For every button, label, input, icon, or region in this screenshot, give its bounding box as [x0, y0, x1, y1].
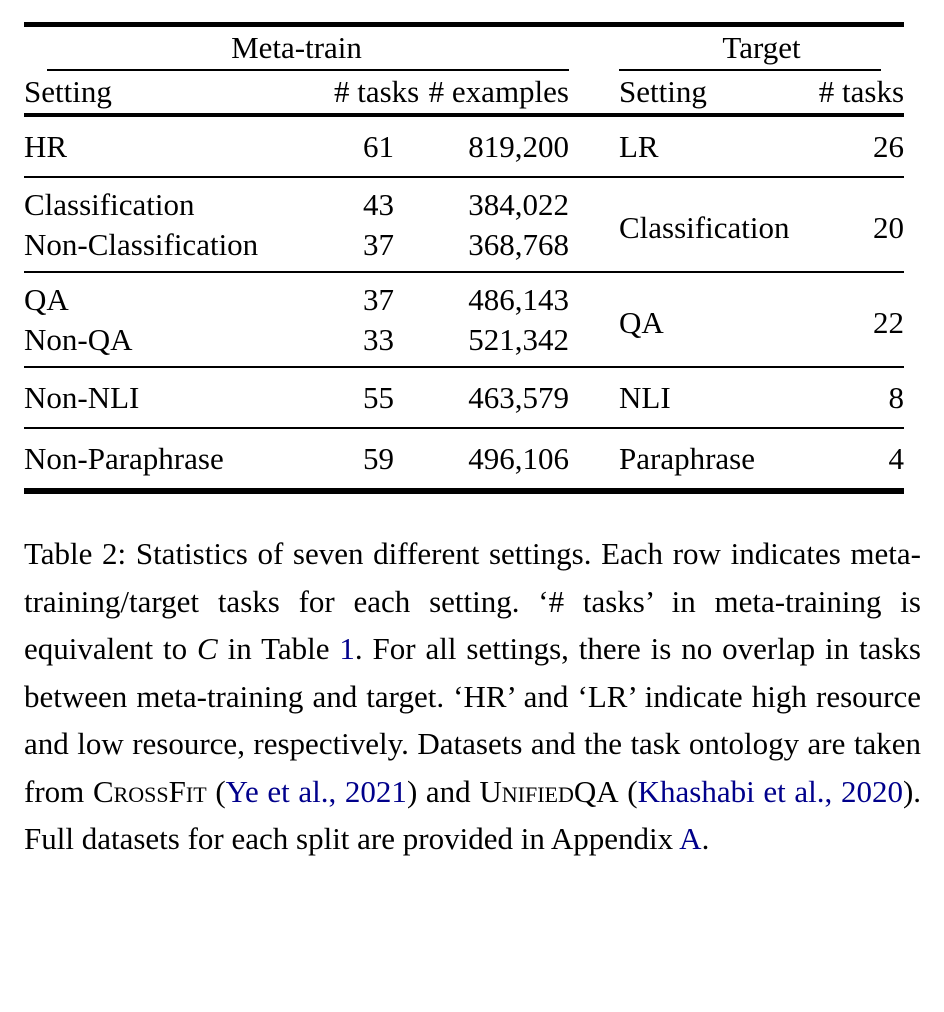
table-group-qa: QA 37 486,143 QA 22 Non-QA 33 521,342 — [24, 272, 905, 367]
meta-tasks-header: # tasks — [334, 74, 420, 109]
table-row: Classification 43 384,022 Classification… — [24, 177, 904, 245]
column-gap — [569, 115, 619, 177]
caption-text: ). Full datasets for each split are prov… — [24, 773, 922, 857]
table-group-paraphrase: Non-Paraphrase 59 496,106 Paraphrase 4 — [24, 428, 904, 491]
meta-examples-header: # examples — [428, 74, 569, 109]
table-caption: Table 2: Statistics of seven different s… — [24, 530, 921, 863]
target-setting-cell: Paraphrase — [619, 441, 755, 476]
column-header-row: Setting # tasks # examples Setting # tas… — [24, 71, 905, 115]
table-row: Non-QA 33 521,342 — [24, 320, 904, 367]
statistics-table: Meta-train Target Setting # tasks # exam… — [24, 22, 905, 494]
table-group-nli: Non-NLI 55 463,579 NLI 8 — [24, 367, 905, 428]
column-gap — [569, 225, 619, 272]
caption-link[interactable]: 1 — [339, 631, 355, 666]
meta-train-rule — [47, 69, 569, 71]
meta-tasks-cell: 61 — [363, 129, 394, 164]
meta-train-group-header: Meta-train — [231, 30, 362, 65]
target-tasks-cell: 8 — [888, 380, 905, 415]
caption-text: in Table — [217, 631, 340, 666]
caption-text: Table 2: Statistics of seven different s… — [24, 536, 921, 666]
caption-text: CrossFit — [92, 773, 207, 809]
meta-setting-cell: QA — [24, 282, 69, 317]
meta-tasks-cell: 59 — [363, 441, 394, 476]
target-tasks-cell: 22 — [873, 305, 905, 340]
target-setting-cell: NLI — [619, 380, 671, 415]
target-tasks-cell: 20 — [873, 210, 905, 245]
column-gap — [569, 320, 619, 367]
meta-examples-cell: 384,022 — [468, 187, 569, 222]
target-group-header: Target — [722, 30, 801, 65]
meta-setting-cell: Classification — [24, 187, 195, 222]
caption-link[interactable]: A — [679, 821, 702, 856]
column-gap — [569, 367, 619, 428]
column-gap — [569, 71, 619, 115]
target-rule — [619, 69, 882, 71]
meta-tasks-cell: 37 — [363, 227, 394, 262]
meta-setting-cell: Non-Classification — [24, 227, 259, 262]
table-header: Meta-train Target Setting # tasks # exam… — [24, 25, 905, 115]
meta-setting-cell: Non-NLI — [24, 380, 140, 415]
meta-examples-cell: 486,143 — [468, 282, 569, 317]
column-gap — [569, 177, 619, 225]
table-row: Non-NLI 55 463,579 NLI 8 — [24, 367, 904, 428]
meta-examples-cell: 496,106 — [468, 441, 569, 476]
target-tasks-header: # tasks — [818, 74, 905, 109]
meta-tasks-cell: 43 — [363, 187, 394, 222]
target-tasks-cell: 4 — [888, 441, 905, 476]
meta-examples-cell: 368,768 — [468, 227, 569, 262]
table-group-classification: Classification 43 384,022 Classification… — [24, 177, 905, 272]
caption-text: UnifiedQA — [479, 773, 619, 809]
meta-tasks-cell: 55 — [363, 380, 394, 415]
column-gap — [569, 272, 619, 320]
caption-text: ( — [206, 773, 226, 809]
cmidrule-row — [24, 69, 904, 71]
meta-setting-cell: HR — [24, 129, 68, 164]
meta-tasks-cell: 33 — [363, 322, 394, 357]
caption-text: ) and — [406, 773, 480, 809]
column-gap — [569, 428, 619, 491]
meta-examples-cell: 463,579 — [468, 380, 569, 415]
table-row: Non-Classification 37 368,768 — [24, 225, 904, 272]
column-gap — [569, 25, 619, 70]
table-row: QA 37 486,143 QA 22 — [24, 272, 904, 340]
meta-setting-cell: Non-QA — [24, 322, 133, 357]
table-group-hr: HR 61 819,200 LR 26 — [24, 115, 905, 177]
meta-tasks-cell: 37 — [363, 282, 394, 317]
meta-examples-cell: 521,342 — [468, 322, 569, 357]
caption-link[interactable]: Khashabi et al., 2020 — [637, 773, 903, 809]
target-tasks-cell: 26 — [873, 129, 905, 164]
target-setting-header: Setting — [619, 74, 707, 109]
caption-text: C — [197, 631, 218, 666]
table-row: Non-Paraphrase 59 496,106 Paraphrase 4 — [24, 428, 904, 491]
target-setting-cell: Classification — [619, 210, 790, 245]
meta-setting-cell: Non-Paraphrase — [24, 441, 224, 476]
caption-text: . — [701, 821, 710, 856]
target-setting-cell: QA — [619, 305, 664, 340]
group-header-row: Meta-train Target — [24, 25, 904, 70]
table-row: HR 61 819,200 LR 26 — [24, 115, 904, 177]
caption-text: . For all settings, there is no overlap … — [24, 631, 921, 809]
caption-link[interactable]: Ye et al., 2021 — [225, 773, 407, 809]
meta-setting-header: Setting — [24, 74, 112, 109]
meta-examples-cell: 819,200 — [468, 129, 569, 164]
caption-text: ( — [618, 773, 638, 809]
target-setting-cell: LR — [619, 129, 659, 164]
